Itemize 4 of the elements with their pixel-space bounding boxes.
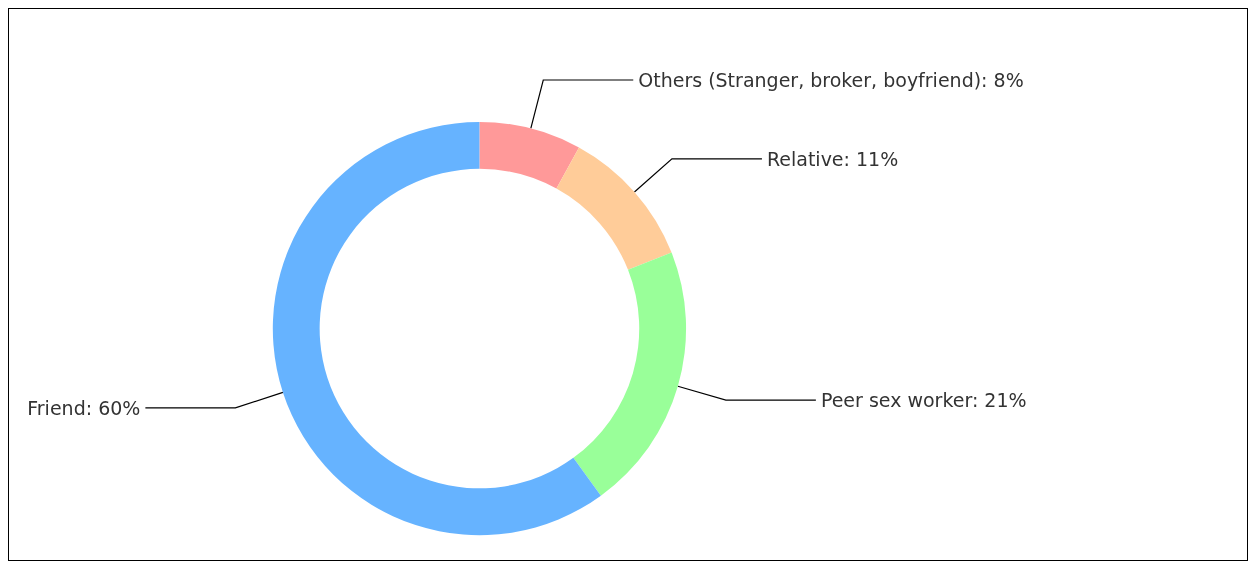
slice-label: Peer sex worker: 21% [820, 389, 1027, 412]
slice-label: Friend: 60% [27, 396, 141, 419]
slice-label: Others (Stranger, broker, boyfriend): 8% [638, 69, 1024, 92]
slice-label: Relative: 11% [766, 147, 899, 170]
